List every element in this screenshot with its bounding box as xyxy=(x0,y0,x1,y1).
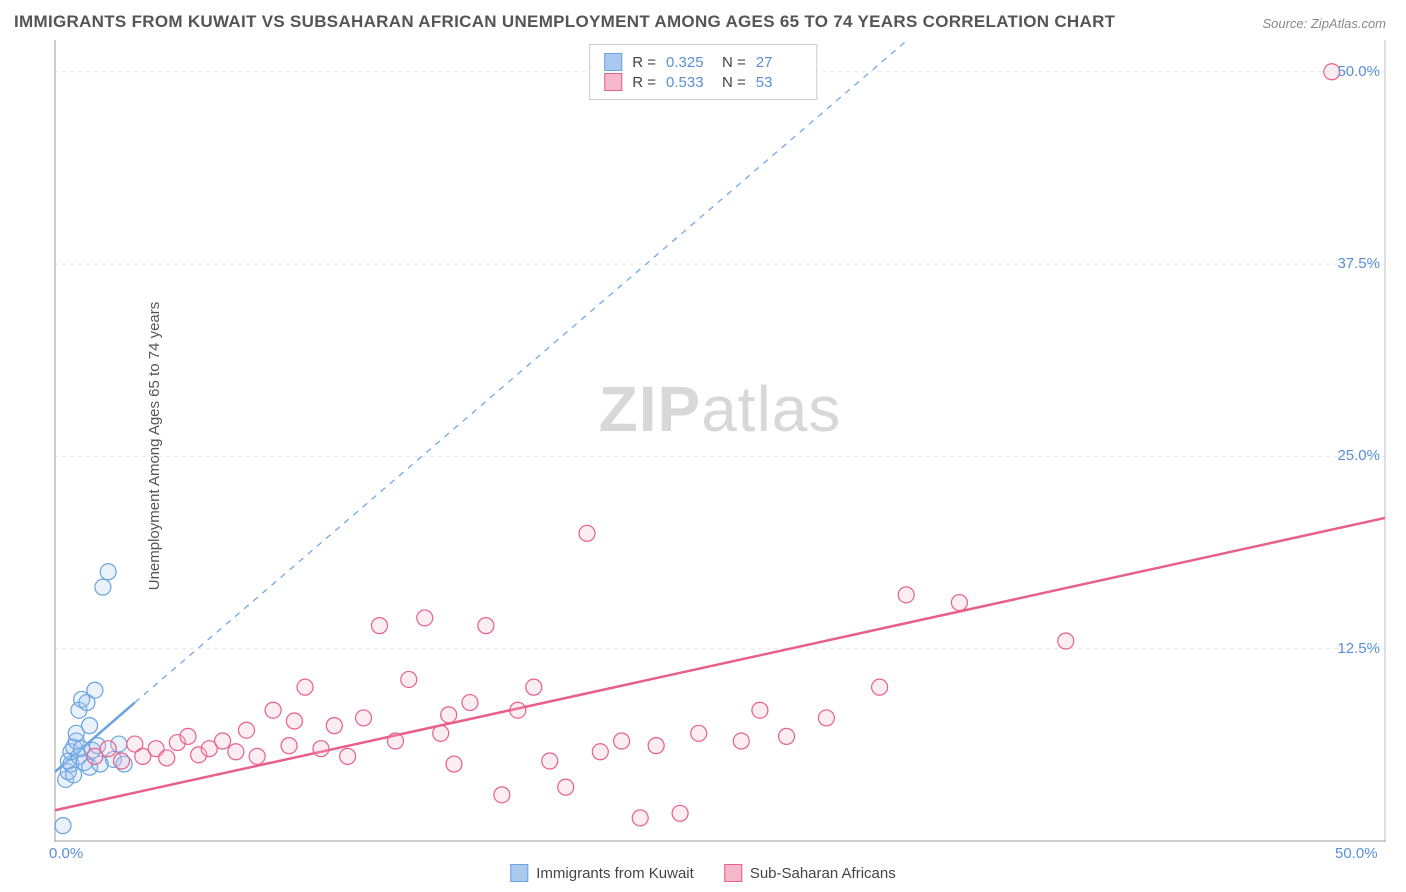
plot-area: ZIPatlas xyxy=(54,40,1386,842)
legend-label: Sub-Saharan Africans xyxy=(750,865,896,882)
legend-stats: R = 0.325 N = 27 R = 0.533 N = 53 xyxy=(589,44,817,100)
x-tick-label: 0.0% xyxy=(49,845,83,862)
r-label: R = xyxy=(632,54,656,71)
swatch-icon xyxy=(604,53,622,71)
r-value: 0.533 xyxy=(666,74,712,91)
r-label: R = xyxy=(632,74,656,91)
y-tick-label: 12.5% xyxy=(1337,640,1380,657)
r-value: 0.325 xyxy=(666,54,712,71)
n-value: 53 xyxy=(756,74,802,91)
y-tick-label: 25.0% xyxy=(1337,447,1380,464)
y-tick-label: 50.0% xyxy=(1337,63,1380,80)
scatter-svg xyxy=(54,40,1386,842)
correlation-chart: IMMIGRANTS FROM KUWAIT VS SUBSAHARAN AFR… xyxy=(0,0,1406,892)
n-value: 27 xyxy=(756,54,802,71)
source-attribution: Source: ZipAtlas.com xyxy=(1262,16,1386,31)
n-label: N = xyxy=(722,74,746,91)
swatch-icon xyxy=(604,73,622,91)
legend-item: Sub-Saharan Africans xyxy=(724,864,896,882)
y-tick-label: 37.5% xyxy=(1337,255,1380,272)
legend-item: Immigrants from Kuwait xyxy=(510,864,694,882)
swatch-icon xyxy=(724,864,742,882)
chart-title: IMMIGRANTS FROM KUWAIT VS SUBSAHARAN AFR… xyxy=(14,12,1115,32)
legend-label: Immigrants from Kuwait xyxy=(536,865,694,882)
n-label: N = xyxy=(722,54,746,71)
legend-stats-row: R = 0.533 N = 53 xyxy=(604,73,802,91)
legend-stats-row: R = 0.325 N = 27 xyxy=(604,53,802,71)
swatch-icon xyxy=(510,864,528,882)
legend-series: Immigrants from Kuwait Sub-Saharan Afric… xyxy=(510,864,895,882)
x-tick-label: 50.0% xyxy=(1335,845,1378,862)
